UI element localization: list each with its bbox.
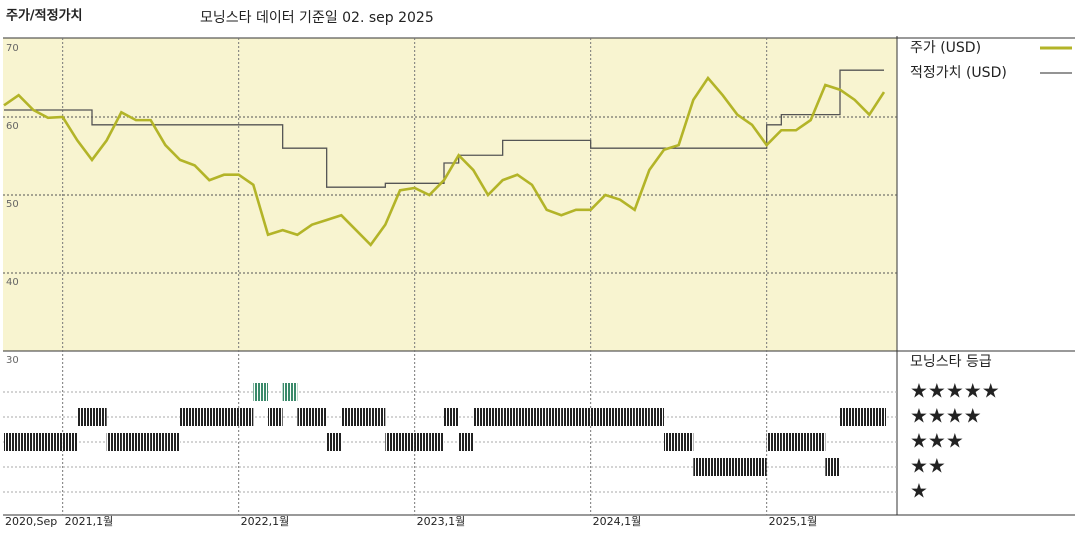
rating-bar [77,408,92,426]
rating-bar [48,433,63,451]
rating-bar [561,408,576,426]
rating-level: ★★★★★ [910,379,1000,403]
rating-bar [62,433,78,451]
rating-bar [605,408,620,426]
rating-bar [385,433,400,451]
rating-bar [209,408,224,426]
price-panel [3,38,897,351]
rating-bar [444,408,459,426]
rating-bar [429,433,444,451]
chart-subtitle: 모닝스타 데이터 기준일 02. sep 2025 [200,10,434,26]
rating-bar [194,408,210,426]
rating-bar [414,433,430,451]
rating-bar [488,408,503,426]
rating-bar [4,433,19,451]
rating-bar [136,433,151,451]
series-line [4,69,884,188]
rating-bar [693,458,708,476]
rating-bar [532,408,547,426]
rating-bar [766,433,782,451]
rating-bar [546,408,562,426]
rating-bar [708,458,723,476]
rating-bar [781,433,796,451]
legend-label: 주가 (USD) [910,40,981,56]
x-tick-label: 2020,Sep [5,515,57,528]
rating-bar [840,408,855,426]
rating-bar [400,433,415,451]
rating-bar [678,433,694,451]
y-tick-label: 70 [6,43,19,54]
rating-bar [326,433,342,451]
rating-bar [238,408,254,426]
rating-bar [590,408,606,426]
x-tick-label: 2023,1월 [417,515,466,528]
rating-bar [253,383,268,401]
rating-bar [517,408,532,426]
series-line [3,75,886,247]
rating-bar [180,408,195,426]
rating-bar [33,433,48,451]
rating-bar [620,408,635,426]
rating-bar [576,408,591,426]
rating-bar [92,408,107,426]
rating-bar [312,408,327,426]
chart-title: 주가/적정가치 [6,8,83,24]
y-tick-label: 30 [6,355,19,366]
x-tick-label: 2025,1월 [769,515,818,528]
y-tick-label: 40 [6,277,19,288]
rating-bar [121,433,136,451]
rating-bar [458,433,474,451]
rating-bar [150,433,166,451]
rating-bar [341,408,356,426]
rating-bar [356,408,371,426]
rating-level: ★★★ [910,429,964,453]
rating-bar [884,408,886,426]
rating-bar [282,383,298,401]
rating-bar [752,458,767,476]
rating-bar [737,458,752,476]
rating-level: ★ [910,479,928,503]
rating-bar [473,408,488,426]
rating-bar [649,408,664,426]
y-tick-label: 50 [6,199,19,210]
rating-bar [502,408,518,426]
rating-bar [224,408,239,426]
rating-level: ★★ [910,454,946,478]
rating-bar [165,433,180,451]
rating-bar [634,408,650,426]
rating-bar [18,433,34,451]
rating-level: ★★★★ [910,404,982,428]
rating-bar [370,408,386,426]
rating-title: 모닝스타 등급 [910,354,992,370]
rating-bar [810,433,826,451]
legend-label: 적정가치 (USD) [910,65,1007,81]
rating-bar [869,408,884,426]
rating-bar [796,433,811,451]
x-tick-label: 2024,1월 [593,515,642,528]
rating-bar [722,458,738,476]
y-tick-label: 60 [6,121,19,132]
rating-bar [664,433,679,451]
rating-bar [106,433,122,451]
rating-bar [854,408,870,426]
x-tick-label: 2022,1월 [241,515,290,528]
rating-bar [825,458,840,476]
x-tick-label: 2021,1월 [65,515,114,528]
rating-bar [268,408,283,426]
rating-bar [297,408,312,426]
